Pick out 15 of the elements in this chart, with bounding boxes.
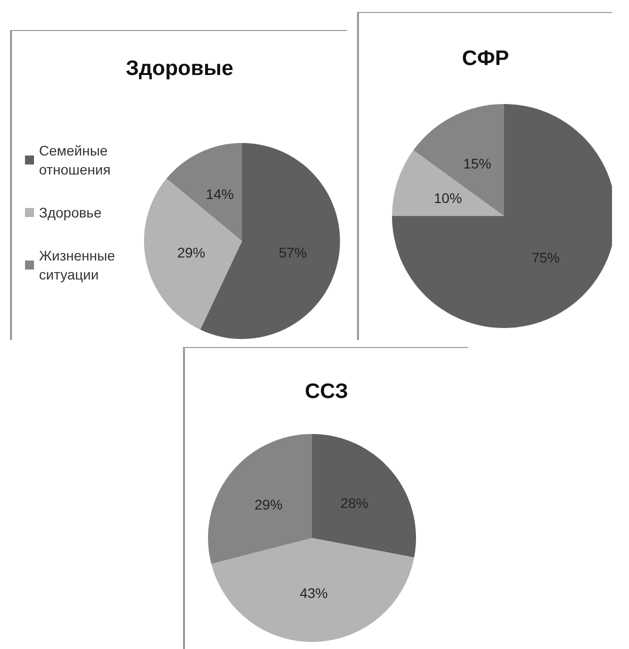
chart-title: ССЗ — [304, 380, 348, 403]
data-label: 75% — [532, 250, 560, 266]
data-label: 29% — [177, 244, 206, 260]
data-label: 57% — [278, 244, 307, 260]
data-label: 14% — [206, 186, 234, 202]
data-label: 43% — [300, 584, 328, 601]
chart-title: Здоровые — [126, 57, 234, 80]
data-label: 28% — [340, 494, 368, 511]
legend-label: Жизненные ситуации — [39, 248, 116, 282]
data-label: 15% — [463, 155, 492, 172]
legend-label: Семейные отношения — [39, 142, 111, 178]
legend-label: Здоровье — [39, 204, 102, 220]
chart-title: СФР — [462, 47, 510, 70]
data-label: 10% — [434, 190, 462, 206]
data-label: 29% — [254, 496, 283, 512]
